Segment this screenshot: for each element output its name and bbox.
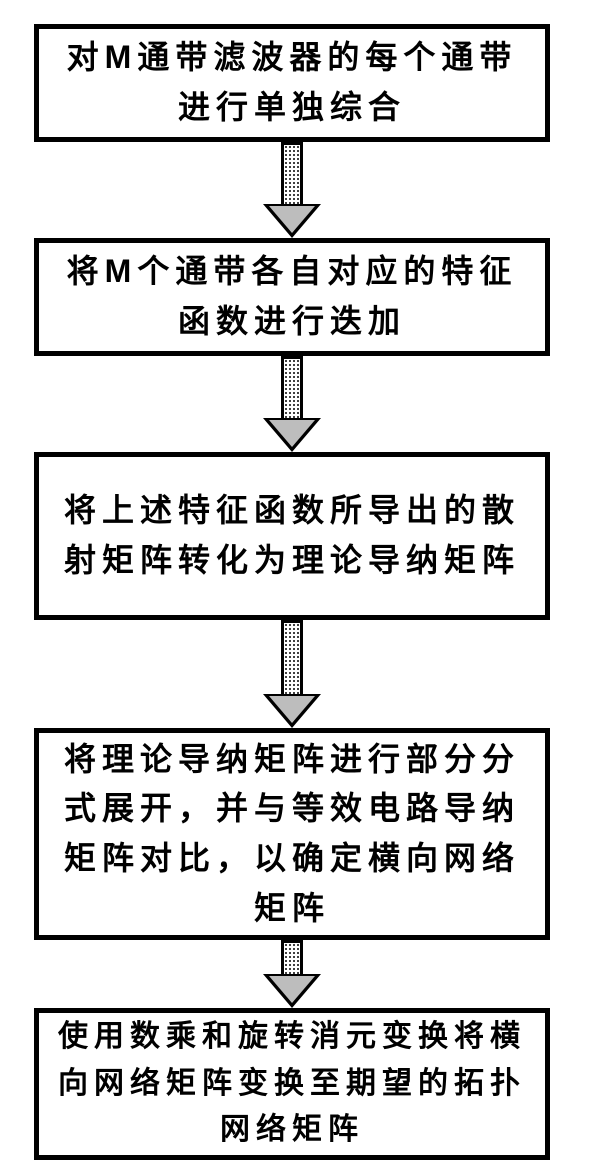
flow-box-2-text: 将M个通带各自对应的特征函数进行迭加 bbox=[57, 247, 527, 346]
arrow-stem bbox=[281, 142, 303, 204]
arrow-stem bbox=[281, 940, 303, 974]
arrow-head bbox=[263, 418, 321, 452]
flow-box-3: 将上述特征函数所导出的散射矩阵转化为理论导纳矩阵 bbox=[34, 452, 550, 620]
flow-box-1: 对M通带滤波器的每个通带进行单独综合 bbox=[34, 24, 550, 142]
flow-arrow-1 bbox=[263, 142, 321, 238]
arrow-stem bbox=[281, 356, 303, 418]
arrow-head bbox=[263, 974, 321, 1008]
flow-box-3-text: 将上述特征函数所导出的散射矩阵转化为理论导纳矩阵 bbox=[57, 486, 527, 585]
flow-arrow-3 bbox=[263, 620, 321, 728]
flow-box-5-text: 使用数乘和旋转消元变换将横向网络矩阵变换至期望的拓扑网络矩阵 bbox=[57, 1014, 527, 1154]
flow-box-4-text: 将理论导纳矩阵进行部分分式展开，并与等效电路导纳矩阵对比，以确定横向网络矩阵 bbox=[57, 735, 527, 933]
flow-box-5: 使用数乘和旋转消元变换将横向网络矩阵变换至期望的拓扑网络矩阵 bbox=[34, 1008, 550, 1160]
flow-box-1-text: 对M通带滤波器的每个通带进行单独综合 bbox=[57, 33, 527, 132]
flow-arrow-4 bbox=[263, 940, 321, 1008]
flow-box-2: 将M个通带各自对应的特征函数进行迭加 bbox=[34, 238, 550, 356]
flow-arrow-2 bbox=[263, 356, 321, 452]
arrow-head bbox=[263, 204, 321, 238]
flowchart-canvas: 对M通带滤波器的每个通带进行单独综合 将M个通带各自对应的特征函数进行迭加 将上… bbox=[0, 0, 592, 1175]
arrow-stem bbox=[281, 620, 303, 694]
arrow-head bbox=[263, 694, 321, 728]
flow-box-4: 将理论导纳矩阵进行部分分式展开，并与等效电路导纳矩阵对比，以确定横向网络矩阵 bbox=[34, 728, 550, 940]
